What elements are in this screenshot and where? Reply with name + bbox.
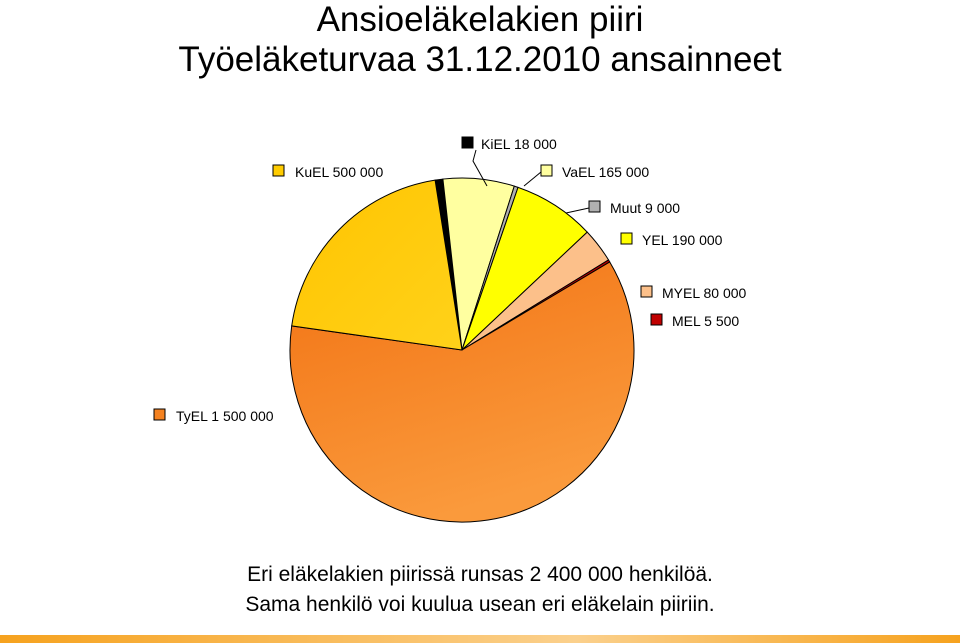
bottom-accent-bar xyxy=(0,635,960,643)
leader-line-muut xyxy=(565,207,590,214)
legend-label-tyel: TyEL 1 500 000 xyxy=(176,408,274,424)
legend-label-myel: MYEL 80 000 xyxy=(662,285,747,301)
legend-label-kiel: KiEL 18 000 xyxy=(481,136,557,152)
legend-swatch-kiel xyxy=(461,136,474,149)
pie-slice-tyel xyxy=(289,261,635,523)
legend-swatch-muut xyxy=(588,200,601,213)
caption-line-1: Eri eläkelakien piirissä runsas 2 400 00… xyxy=(247,563,713,586)
leader-line-kiel xyxy=(472,149,488,187)
caption-line-2: Sama henkilö voi kuulua usean eri eläkel… xyxy=(245,593,715,616)
legend-swatch-tyel xyxy=(153,408,166,421)
legend-label-kuel: KuEL 500 000 xyxy=(295,164,383,180)
title-line-1: Ansioeläkelakien piiri xyxy=(316,0,644,39)
pie-chart: KiEL 18 000 VaEL 165 000 Muut 9 000 YEL 190… xyxy=(153,136,747,523)
legend-swatch-vael xyxy=(540,164,553,177)
legend-swatch-myel xyxy=(640,285,653,298)
pie-slice-kuel xyxy=(291,179,463,351)
legend-swatch-yel xyxy=(620,232,633,245)
legend-label-yel: YEL 190 000 xyxy=(642,232,723,248)
legend-swatch-mel xyxy=(650,313,663,326)
legend-label-muut: Muut 9 000 xyxy=(610,200,680,216)
legend-swatch-kuel xyxy=(272,164,285,177)
title-line-2: Työeläketurvaa 31.12.2010 ansainneet xyxy=(178,40,782,79)
leader-line-vael xyxy=(523,171,542,187)
legend-label-mel: MEL 5 500 xyxy=(672,313,739,329)
legend-label-vael: VaEL 165 000 xyxy=(562,164,649,180)
